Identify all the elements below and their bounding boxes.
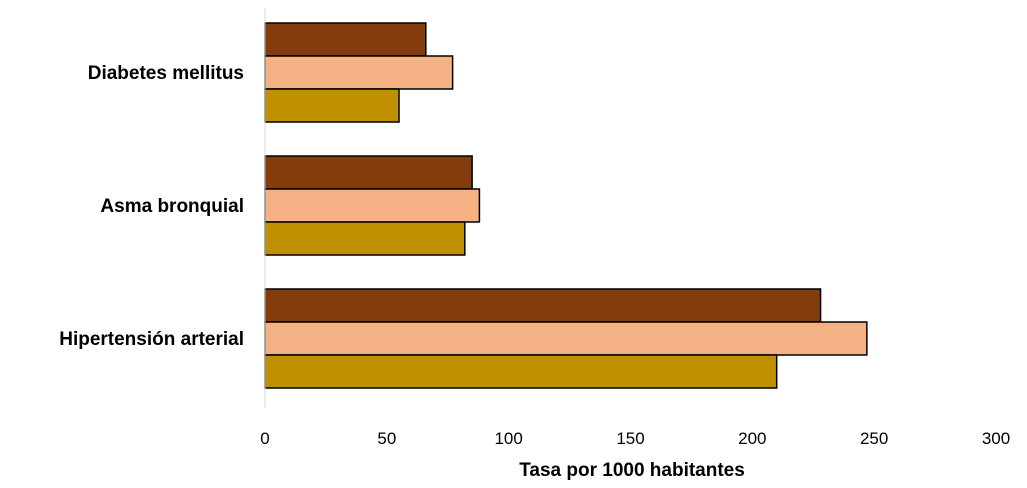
bar-series1-1 (264, 221, 466, 256)
category-label: Diabetes mellitus (88, 63, 244, 84)
category-label: Hipertensión arterial (59, 329, 244, 350)
x-axis-title: Tasa por 1000 habitantes (519, 460, 745, 481)
bars-group (264, 22, 868, 389)
bar-series1-0 (264, 354, 778, 389)
x-tick-label: 150 (616, 429, 644, 448)
x-tick-label: 0 (260, 429, 269, 448)
bar-series1-2 (264, 88, 400, 123)
bar-series3-2 (264, 22, 427, 57)
x-tick-label: 200 (738, 429, 766, 448)
x-tick-label: 300 (982, 429, 1010, 448)
bar-series2-2 (264, 55, 454, 90)
bar-series3-1 (264, 155, 473, 190)
x-tick-labels: 0 50 100 150 200 250 300 (260, 429, 1010, 448)
category-label: Asma bronquial (100, 196, 244, 217)
x-tick-label: 250 (860, 429, 888, 448)
bar-series2-0 (264, 321, 868, 356)
bar-series3-0 (264, 288, 822, 323)
x-tick-label: 50 (377, 429, 396, 448)
category-labels: Hipertensión arterial Asma bronquial Diabe… (59, 63, 244, 350)
x-tick-label: 100 (494, 429, 522, 448)
bar-series2-1 (264, 188, 481, 223)
